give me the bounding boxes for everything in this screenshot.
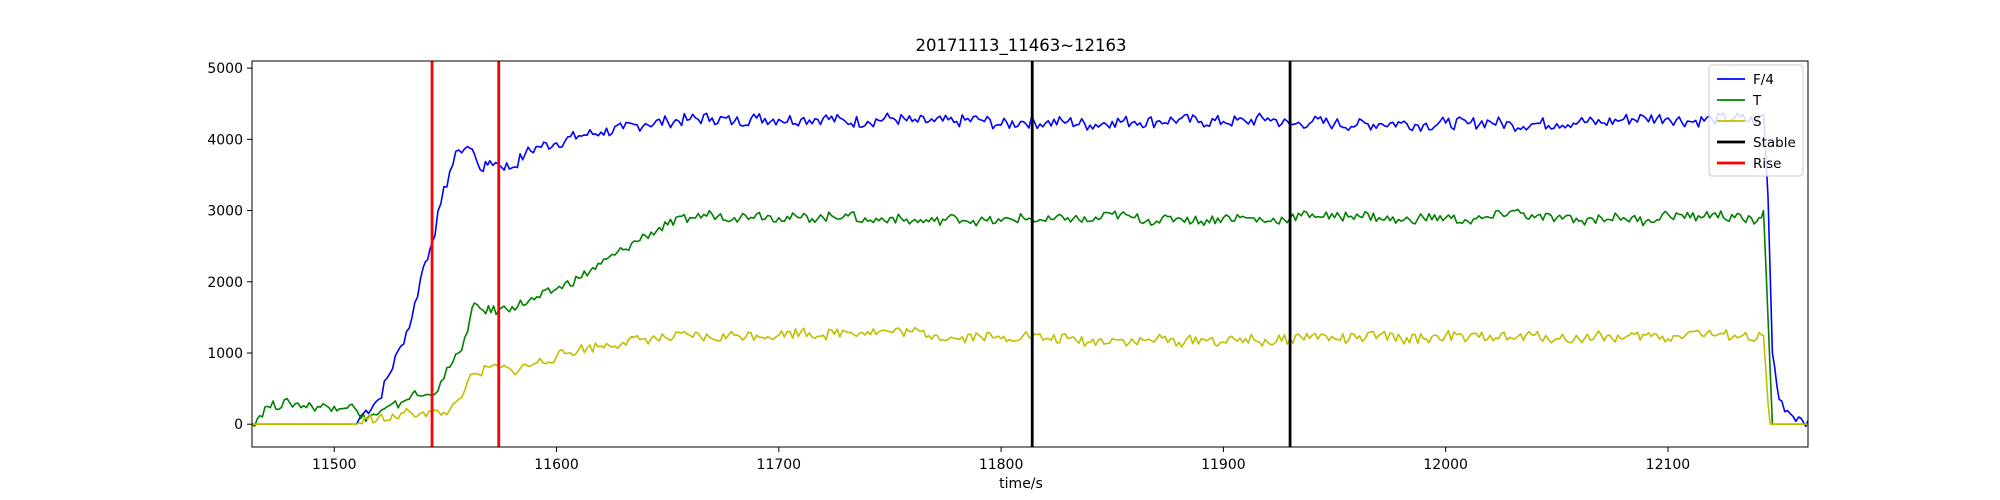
series-line-f-4 — [252, 112, 1808, 428]
x-tick-label: 12000 — [1423, 457, 1468, 473]
legend-box — [1708, 64, 1804, 177]
legend-entry-label: Rise — [1753, 156, 1781, 172]
y-tick-label: 3000 — [207, 204, 243, 220]
x-tick-label: 11900 — [1201, 457, 1246, 473]
y-tick-label: 0 — [234, 417, 243, 433]
plot-frame — [251, 60, 1809, 448]
x-tick-label: 11700 — [757, 457, 802, 473]
y-axis: 0 1000 2000 3000 4000 5000 — [207, 61, 252, 433]
x-axis: 11500 11600 11700 11800 11900 12000 12100 — [312, 447, 1690, 473]
legend-entry-label: S — [1753, 114, 1762, 130]
y-tick-label: 2000 — [207, 275, 243, 291]
x-tick-label: 11600 — [534, 457, 579, 473]
y-tick-label: 1000 — [207, 346, 243, 362]
y-tick-label: 5000 — [207, 61, 243, 77]
legend: F/4 TS Stable Rise — [1708, 64, 1804, 177]
legend-entry-label: T — [1752, 93, 1762, 109]
x-tick-label: 11500 — [312, 457, 357, 473]
x-tick-label: 12100 — [1646, 457, 1691, 473]
legend-entry-label: F/4 — [1753, 72, 1774, 88]
x-tick-label: 11800 — [979, 457, 1024, 473]
x-axis-label: time/s — [999, 476, 1043, 492]
y-tick-label: 4000 — [207, 132, 243, 148]
series-line-t — [252, 208, 1808, 427]
marker-layer — [430, 61, 1292, 447]
chart-title: 20171113_11463~12163 — [915, 36, 1126, 56]
legend-entry-label: Stable — [1753, 135, 1796, 151]
